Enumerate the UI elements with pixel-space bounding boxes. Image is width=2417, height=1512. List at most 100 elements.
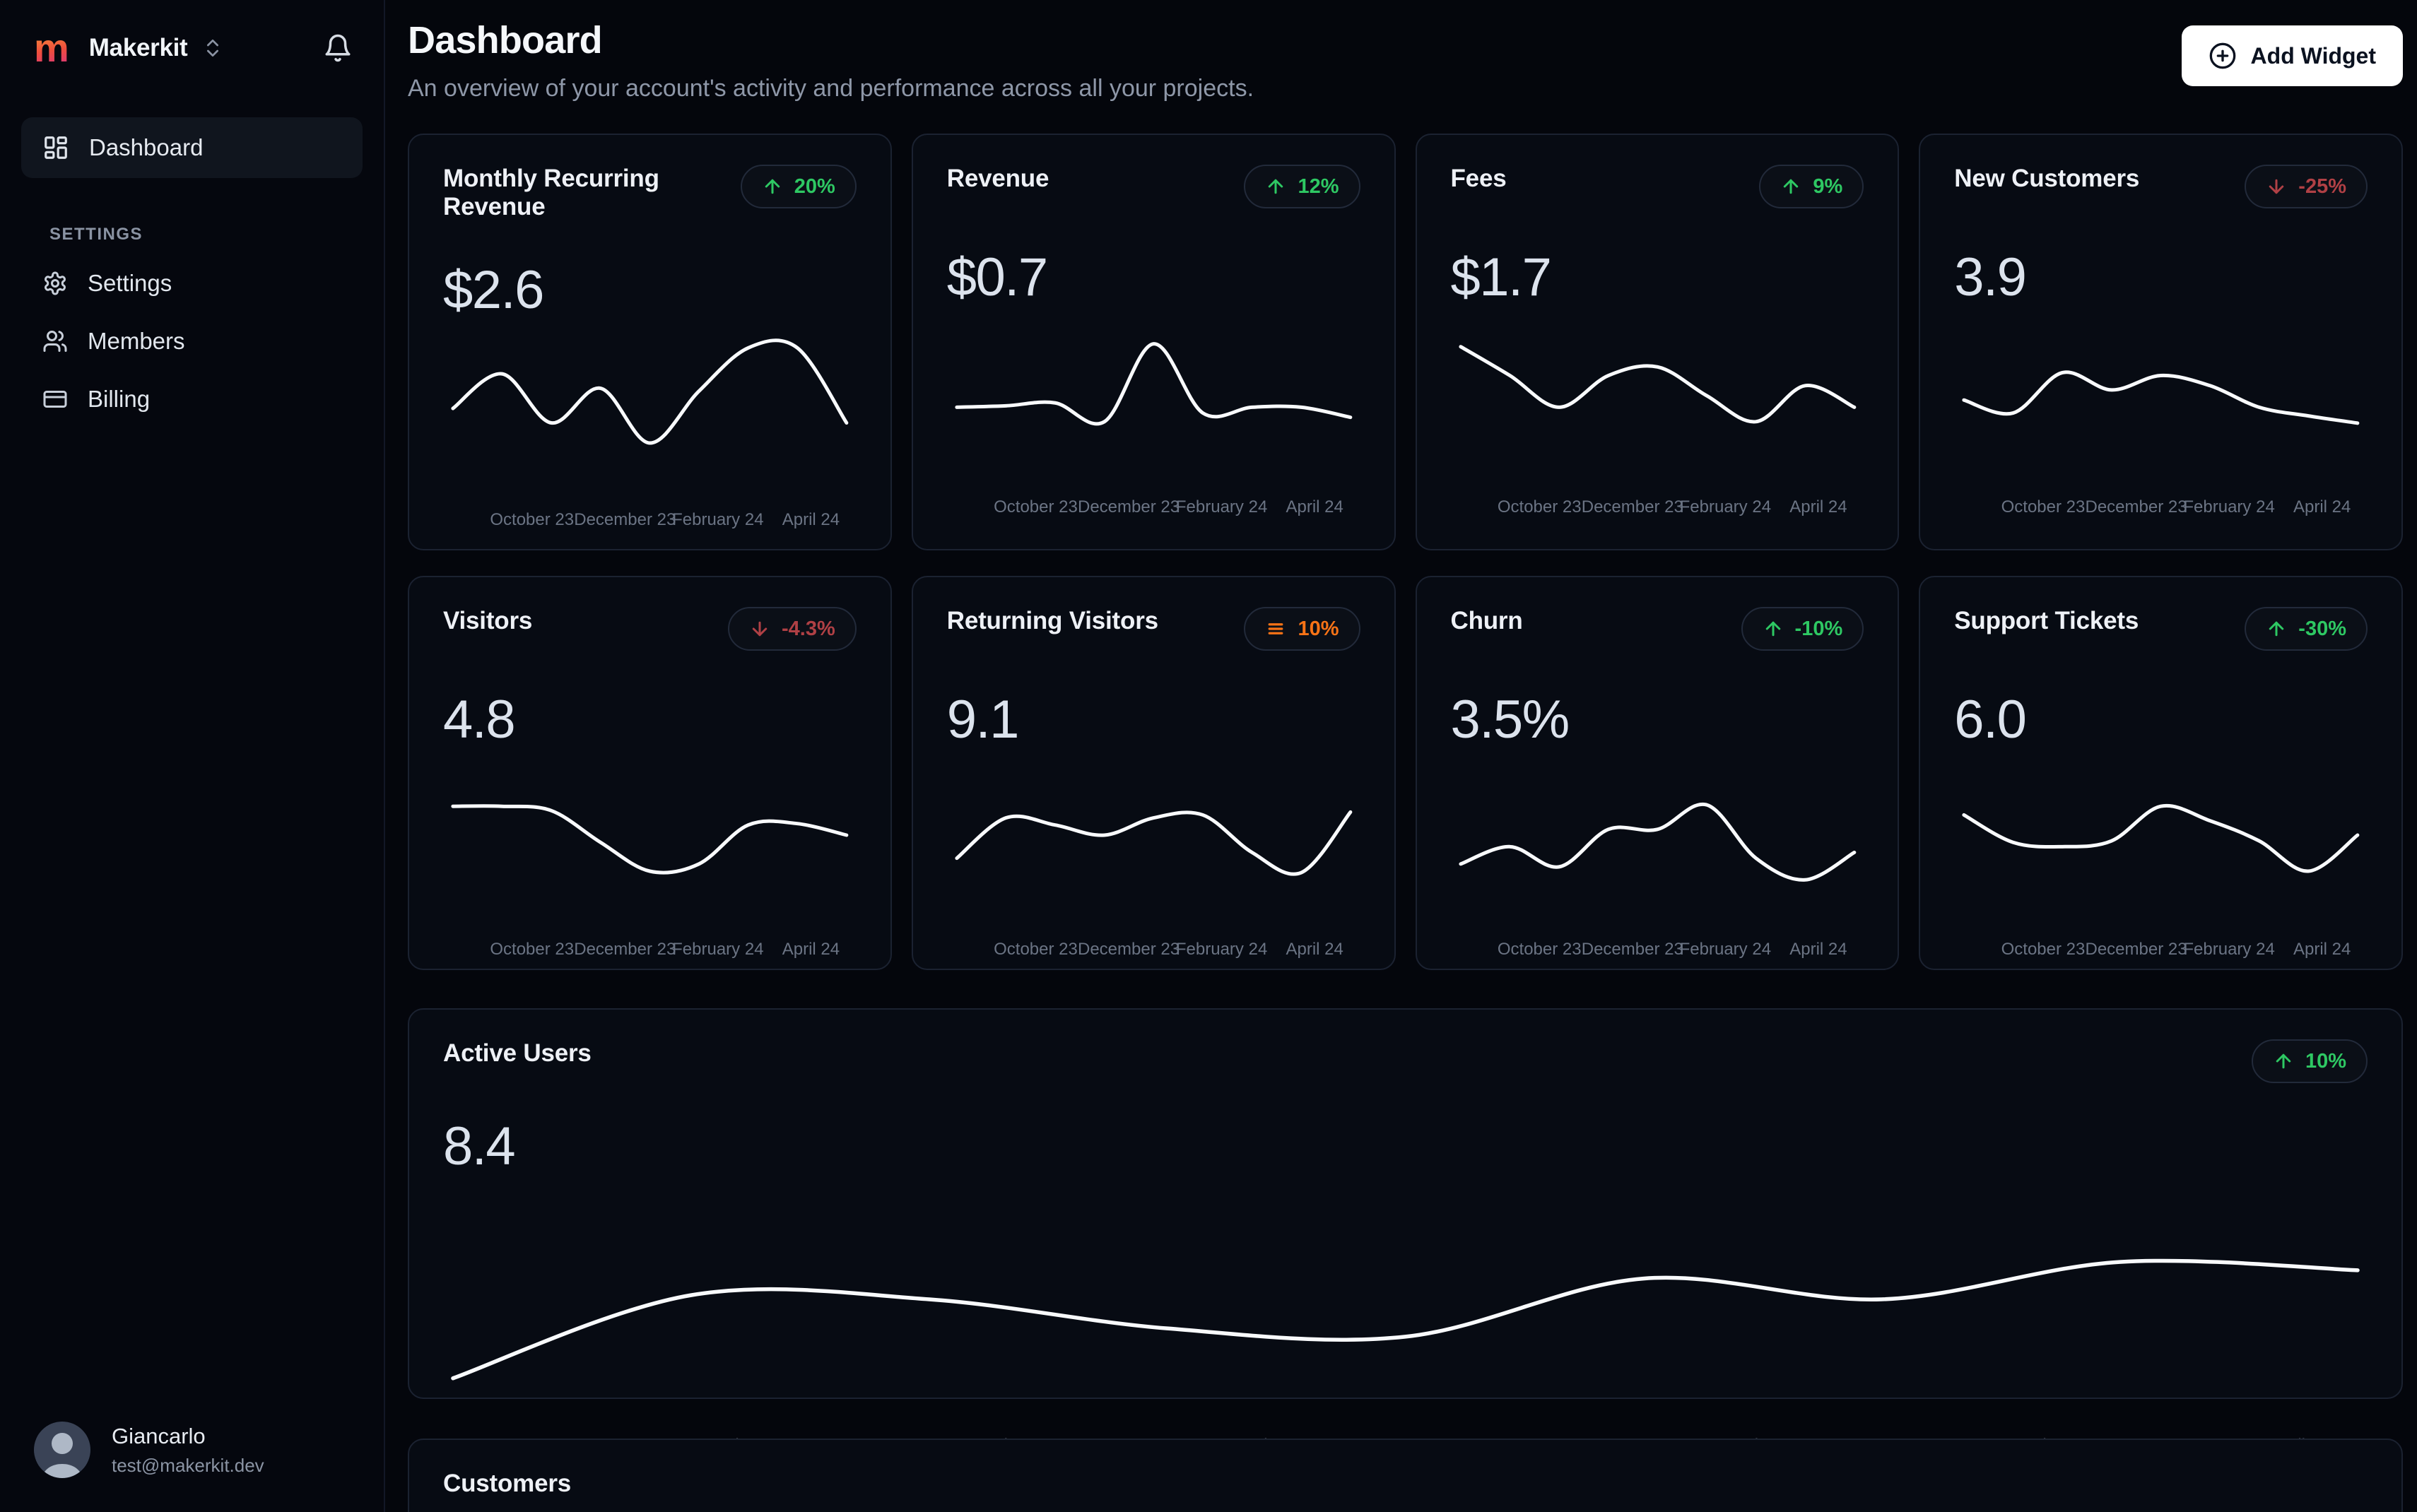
metric-value: $2.6 — [443, 260, 544, 320]
trend-badge: 9% — [1759, 165, 1864, 208]
trend-icon — [1265, 176, 1286, 197]
card-header: Churn -10% — [1451, 607, 1864, 651]
metric-card: Visitors -4.3% 4.8 October 23 December 23… — [408, 576, 892, 970]
card-title: Monthly Recurring Revenue — [443, 165, 659, 220]
card-title: Fees — [1450, 165, 1507, 192]
active-users-line-svg — [451, 1258, 2360, 1381]
sparkline-chart: October 23 December 23 February 24 April 24 — [1954, 308, 2368, 528]
metric-value: $0.7 — [946, 247, 1048, 307]
x-axis-label: December 23 — [574, 510, 676, 529]
sidebar-item-label: Billing — [88, 386, 151, 412]
notifications-bell-icon[interactable] — [323, 33, 353, 63]
x-axis-label: October 23 — [2001, 940, 2086, 959]
metric-value: 9.1 — [946, 690, 1020, 750]
brand-name[interactable]: Makerkit — [88, 34, 188, 61]
card-title: Revenue — [946, 165, 1049, 192]
metric-card: Returning Visitors 10% 9.1 October 23 Dec… — [911, 576, 1396, 971]
metric-value: $1.7 — [1450, 247, 1552, 307]
trend-badge: -4.3% — [727, 607, 857, 651]
x-axis-label: October 23 — [490, 510, 575, 529]
sparkline-svg — [955, 810, 1353, 876]
x-axis-label: April 24 — [1286, 940, 1343, 959]
trend-icon — [1265, 618, 1286, 639]
trend-icon — [1763, 618, 1784, 639]
x-axis-labels: October 23 December 23 February 24 April 24 — [1451, 497, 1864, 528]
card-header: Revenue 12% — [947, 165, 1360, 208]
x-axis-label: April 24 — [782, 510, 840, 529]
x-axis-label: October 23 — [1497, 497, 1582, 516]
sparkline-chart: October 23 December 23 February 24 April 24 — [443, 321, 857, 541]
metric-value: 8.4 — [443, 1116, 516, 1176]
card-header: Active Users 10% — [443, 1039, 2368, 1083]
active-users-card: Active Users 10% 8.4 October 23November … — [408, 1008, 2403, 1455]
sidebar-item-settings[interactable]: Settings — [21, 254, 363, 312]
trend-icon — [749, 618, 770, 639]
metric-value: 4.8 — [443, 690, 516, 750]
x-axis-labels: October 23 December 23 February 24 April 24 — [443, 510, 857, 541]
sparkline-chart: October 23 December 23 February 24 April 24 — [947, 750, 1360, 971]
card-title: Visitors — [443, 607, 533, 634]
sparkline-chart: October 23 December 23 February 24 April 24 — [443, 750, 857, 971]
sidebar-item-label: Settings — [88, 270, 172, 296]
trend-badge: 20% — [740, 165, 857, 208]
card-header: Support Tickets -30% — [1954, 607, 2368, 651]
x-axis-label: February 24 — [1175, 940, 1268, 959]
users-icon — [42, 329, 68, 354]
x-axis-label: April 24 — [2293, 497, 2351, 516]
x-axis-label: December 23 — [574, 940, 676, 959]
trend-badge: -30% — [2245, 607, 2368, 651]
trend-value: 12% — [1298, 175, 1339, 198]
metric-card: Support Tickets -30% 6.0 October 23 Decem… — [1919, 576, 2403, 970]
sparkline-svg — [1962, 803, 2360, 873]
gear-icon — [42, 271, 68, 296]
card-header: Visitors -4.3% — [443, 607, 857, 651]
x-axis-labels: October 23 December 23 February 24 April 24 — [947, 497, 1360, 528]
x-axis-label: April 24 — [2293, 940, 2351, 959]
x-axis-label: December 23 — [1077, 940, 1180, 959]
sparkline-svg — [1962, 370, 2360, 425]
sidebar-item-members[interactable]: Members — [21, 312, 363, 370]
user-profile-menu[interactable]: Giancarlo test@makerkit.dev — [0, 1396, 384, 1512]
card-title: Support Tickets — [1954, 607, 2139, 634]
metrics-grid: Monthly Recurring Revenue 20% $2.6 Octob… — [408, 134, 2403, 970]
trend-badge: 10% — [1244, 607, 1360, 651]
x-axis-label: April 24 — [782, 940, 840, 959]
trend-icon — [2266, 618, 2287, 639]
metric-value: 3.9 — [1954, 247, 2027, 307]
metric-card: Monthly Recurring Revenue 20% $2.6 Octob… — [408, 134, 892, 550]
sidebar: m Makerkit Dashboard SETTINGS Settings — [0, 0, 385, 1512]
user-name: Giancarlo — [112, 1423, 206, 1448]
x-axis-labels: October 23 December 23 February 24 April 24 — [443, 940, 857, 971]
sidebar-item-label: Members — [88, 328, 185, 354]
trend-badge: 12% — [1244, 165, 1360, 208]
sidebar-item-billing[interactable]: Billing — [21, 370, 363, 428]
x-axis-label: February 24 — [2183, 497, 2275, 516]
card-header: Fees 9% — [1451, 165, 1864, 208]
x-axis-label: February 24 — [1175, 497, 1268, 516]
sidebar-section-label: SETTINGS — [49, 225, 143, 244]
main-content: Dashboard An overview of your account's … — [385, 0, 2417, 1512]
trend-icon — [2266, 176, 2287, 197]
metric-card: Revenue 12% $0.7 October 23 December 23 Fe… — [911, 134, 1396, 550]
page-title: Dashboard — [408, 19, 603, 61]
card-header: New Customers -25% — [1954, 165, 2368, 208]
x-axis-label: October 23 — [994, 497, 1078, 516]
trend-value: -25% — [2298, 175, 2346, 198]
trend-value: -10% — [1794, 617, 1843, 640]
sparkline-svg — [955, 342, 1353, 426]
card-header: Returning Visitors 10% — [947, 607, 1360, 651]
sparkline-svg — [1458, 345, 1856, 424]
sparkline-chart: October 23 December 23 February 24 April 24 — [1954, 750, 2368, 971]
x-axis-label: December 23 — [1077, 497, 1180, 516]
chevrons-up-down-icon[interactable] — [201, 37, 224, 59]
x-axis-label: December 23 — [1581, 497, 1683, 516]
add-widget-label: Add Widget — [2250, 42, 2376, 69]
card-title: New Customers — [1954, 165, 2140, 192]
add-widget-button[interactable]: Add Widget — [2181, 25, 2403, 86]
card-title: Churn — [1450, 607, 1523, 634]
x-axis-labels: October 23 December 23 February 24 April 24 — [1954, 497, 2368, 528]
sidebar-item-dashboard[interactable]: Dashboard — [21, 117, 363, 178]
trend-value: 10% — [1298, 617, 1339, 640]
user-email: test@makerkit.dev — [112, 1454, 264, 1476]
